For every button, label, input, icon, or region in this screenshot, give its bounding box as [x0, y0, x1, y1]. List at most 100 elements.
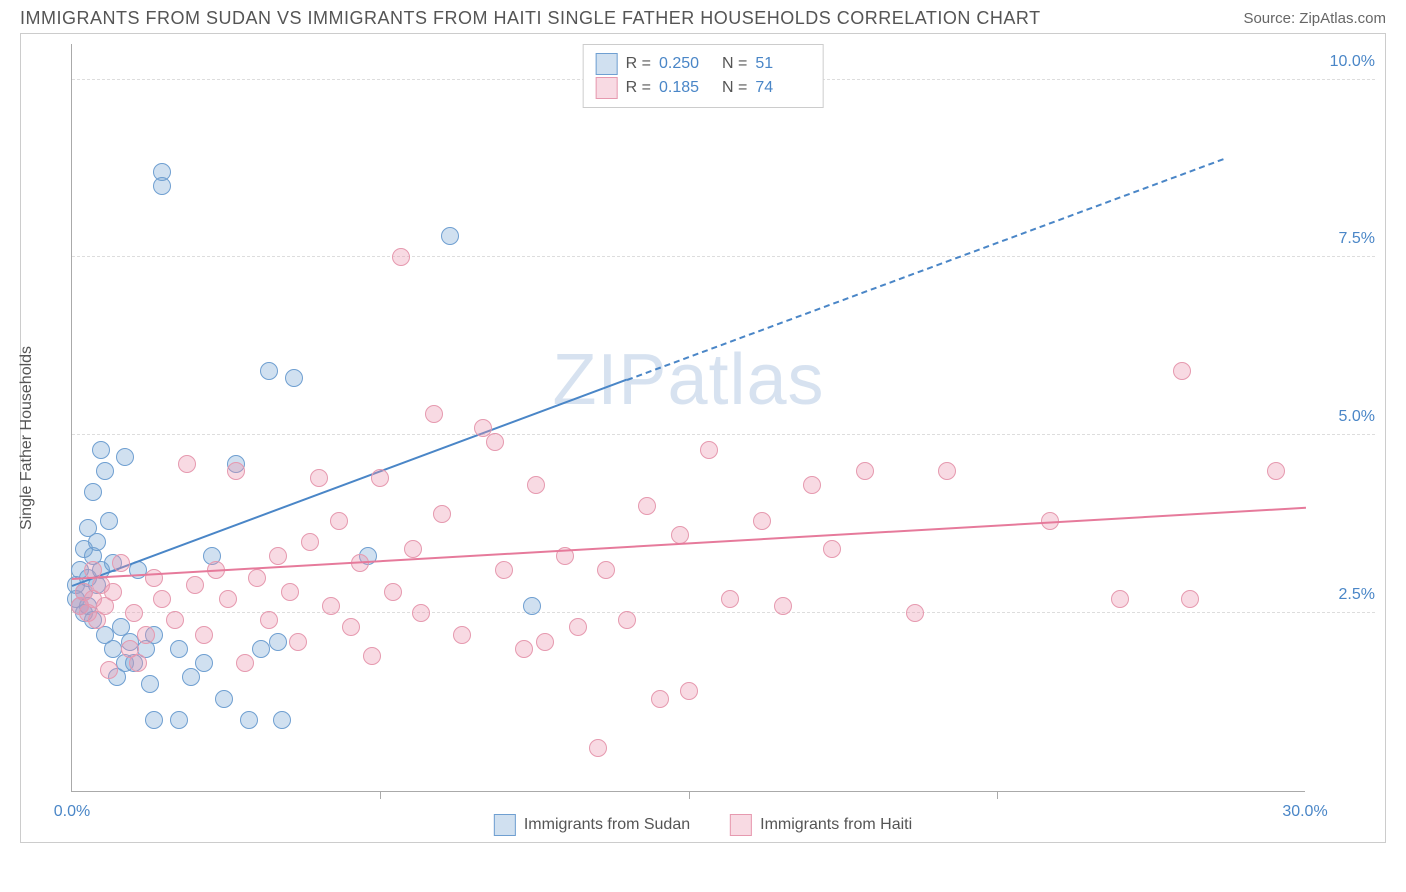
data-point	[774, 597, 792, 615]
legend-swatch	[494, 814, 516, 836]
gridline-horizontal	[72, 434, 1375, 435]
data-point	[425, 405, 443, 423]
legend-row: R = 0.250 N = 51	[596, 53, 811, 75]
data-point	[671, 526, 689, 544]
legend-r-label: R =	[626, 55, 651, 73]
y-tick-label: 10.0%	[1315, 53, 1375, 71]
data-point	[100, 512, 118, 530]
legend-swatch	[730, 814, 752, 836]
data-point	[269, 633, 287, 651]
legend-r-label: R =	[626, 79, 651, 97]
data-point	[96, 462, 114, 480]
x-tick	[997, 791, 998, 799]
data-point	[248, 569, 266, 587]
data-point	[116, 448, 134, 466]
data-point	[527, 476, 545, 494]
data-point	[92, 441, 110, 459]
legend-n-label: N =	[722, 55, 747, 73]
x-tick-label: 30.0%	[1282, 803, 1327, 821]
data-point	[141, 675, 159, 693]
y-tick-label: 5.0%	[1315, 408, 1375, 426]
legend-row: R =0.185N =74	[596, 77, 811, 99]
data-point	[100, 661, 118, 679]
data-point	[392, 248, 410, 266]
data-point	[523, 597, 541, 615]
data-point	[137, 626, 155, 644]
data-point	[803, 476, 821, 494]
data-point	[227, 462, 245, 480]
data-point	[269, 547, 287, 565]
data-point	[906, 604, 924, 622]
data-point	[153, 590, 171, 608]
chart-container: Single Father Households ZIPatlas 2.5%5.…	[20, 33, 1386, 843]
data-point	[186, 576, 204, 594]
data-point	[310, 469, 328, 487]
data-point	[384, 583, 402, 601]
data-point	[166, 611, 184, 629]
series-legend: Immigrants from Sudan Immigrants from Hai…	[494, 814, 912, 836]
data-point	[129, 654, 147, 672]
correlation-legend: R =0.250N =51R =0.185N =74	[583, 44, 824, 108]
data-point	[260, 362, 278, 380]
data-point	[618, 611, 636, 629]
data-point	[536, 633, 554, 651]
data-point	[236, 654, 254, 672]
legend-r-value: 0.185	[659, 79, 714, 97]
data-point	[104, 583, 122, 601]
data-point	[125, 604, 143, 622]
data-point	[638, 497, 656, 515]
data-point	[515, 640, 533, 658]
data-point	[753, 512, 771, 530]
legend-n-value: 51	[755, 55, 810, 73]
data-point	[823, 540, 841, 558]
data-point	[1111, 590, 1129, 608]
data-point	[569, 618, 587, 636]
data-point	[260, 611, 278, 629]
data-point	[597, 561, 615, 579]
data-point	[153, 177, 171, 195]
legend-swatch	[596, 53, 618, 75]
data-point	[371, 469, 389, 487]
x-tick	[380, 791, 381, 799]
data-point	[145, 569, 163, 587]
data-point	[84, 483, 102, 501]
data-point	[651, 690, 669, 708]
data-point	[1267, 462, 1285, 480]
x-tick-label: 0.0%	[54, 803, 90, 821]
legend-r-value: 0.250	[659, 55, 714, 73]
data-point	[195, 654, 213, 672]
data-point	[195, 626, 213, 644]
data-point	[856, 462, 874, 480]
data-point	[1181, 590, 1199, 608]
data-point	[363, 647, 381, 665]
plot-area: ZIPatlas 2.5%5.0%7.5%10.0%0.0%30.0%	[71, 44, 1305, 792]
legend-series-item: Immigrants from Haiti	[730, 814, 912, 836]
legend-series-label: Immigrants from Sudan	[524, 816, 690, 834]
data-point	[301, 533, 319, 551]
x-tick	[689, 791, 690, 799]
data-point	[215, 690, 233, 708]
data-point	[170, 640, 188, 658]
data-point	[1173, 362, 1191, 380]
data-point	[88, 533, 106, 551]
data-point	[486, 433, 504, 451]
gridline-horizontal	[72, 256, 1375, 257]
y-tick-label: 2.5%	[1315, 586, 1375, 604]
data-point	[495, 561, 513, 579]
data-point	[289, 633, 307, 651]
data-point	[322, 597, 340, 615]
data-point	[412, 604, 430, 622]
source-label: Source: ZipAtlas.com	[1243, 10, 1386, 27]
data-point	[938, 462, 956, 480]
legend-n-value: 74	[755, 79, 810, 97]
legend-swatch	[596, 77, 618, 99]
data-point	[441, 227, 459, 245]
data-point	[453, 626, 471, 644]
legend-series-label: Immigrants from Haiti	[760, 816, 912, 834]
data-point	[330, 512, 348, 530]
data-point	[240, 711, 258, 729]
y-axis-label: Single Father Households	[18, 346, 36, 530]
data-point	[219, 590, 237, 608]
data-point	[342, 618, 360, 636]
data-point	[273, 711, 291, 729]
